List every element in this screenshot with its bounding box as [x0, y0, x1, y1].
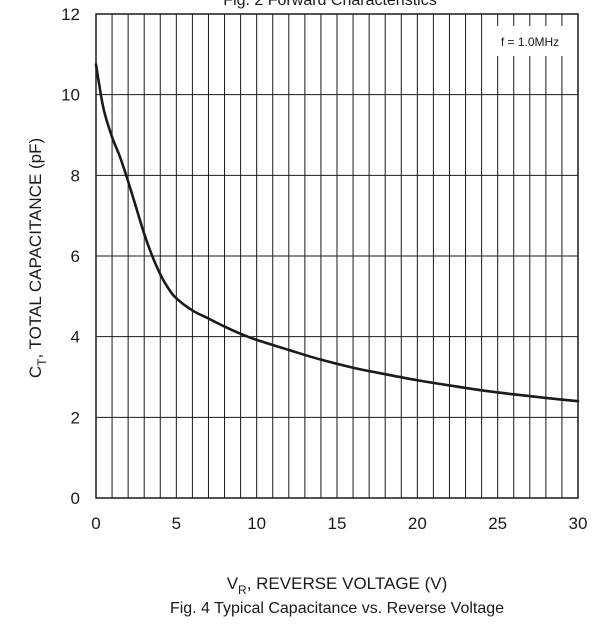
chart-title: Fig. 4 Typical Capacitance vs. Reverse V…: [170, 600, 504, 617]
frequency-annotation: f = 1.0MHz: [486, 26, 574, 56]
y-axis-label: CT, TOTAL CAPACITANCE (pF): [26, 138, 49, 378]
y-axis-label-sub: T: [35, 358, 49, 366]
x-axis-label-sub: R: [238, 583, 247, 597]
x-tick-label: 15: [328, 514, 347, 533]
y-axis-label-rest: , TOTAL CAPACITANCE (pF): [26, 138, 45, 359]
y-axis-label-main: C: [26, 366, 45, 378]
curve-layer: [94, 63, 580, 403]
annotation-label: f = 1.0MHz: [501, 35, 559, 49]
y-tick-label: 2: [71, 408, 80, 427]
y-tick-label: 8: [71, 166, 80, 185]
y-tick-label: 10: [61, 86, 80, 105]
x-tick-label: 25: [488, 514, 507, 533]
x-tick-label: 0: [91, 514, 100, 533]
x-axis-label-rest: , REVERSE VOLTAGE (V): [247, 574, 448, 593]
grid: [96, 14, 578, 498]
plot-frame: [95, 13, 579, 499]
y-tick-label: 0: [71, 489, 80, 508]
x-tick-label: 5: [172, 514, 181, 533]
y-tick-label: 4: [71, 328, 80, 347]
capacitance-curve: [94, 63, 580, 403]
x-axis-label: VR, REVERSE VOLTAGE (V): [227, 574, 448, 597]
y-tick-labels: 0 2 4 6 8 10 12: [61, 5, 80, 508]
x-tick-labels: 0 5 10 15 20 25 30: [91, 514, 587, 533]
x-tick-label: 30: [569, 514, 588, 533]
clipped-figure-caption: Fig. 2 Forward Characteristics: [223, 0, 436, 9]
x-tick-label: 10: [247, 514, 266, 533]
y-tick-label: 6: [71, 247, 80, 266]
annotation-box: [486, 26, 574, 56]
x-axis-label-main: V: [227, 574, 239, 593]
y-tick-label: 12: [61, 5, 80, 24]
x-tick-label: 20: [408, 514, 427, 533]
